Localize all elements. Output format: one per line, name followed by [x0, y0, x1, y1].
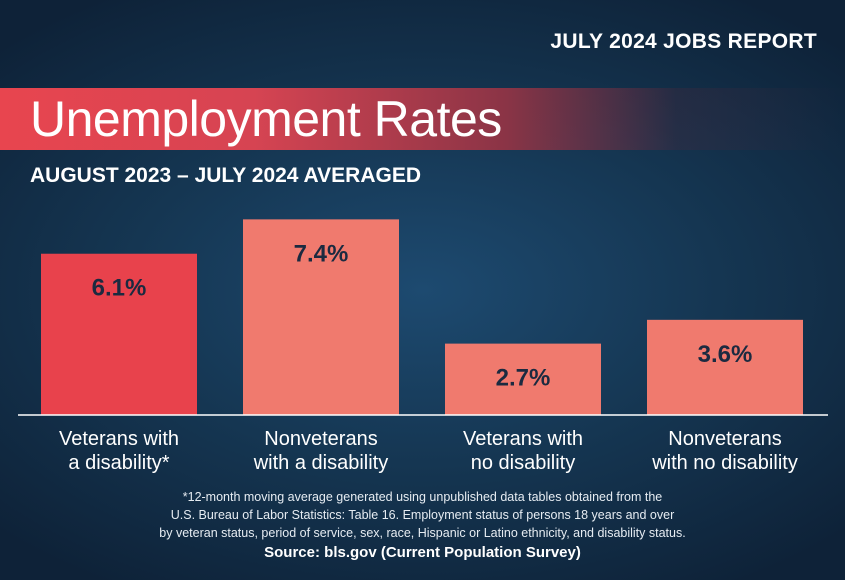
- bar: [41, 253, 197, 415]
- category-label: Veterans with: [463, 428, 583, 450]
- chart-title: Unemployment Rates: [30, 91, 502, 147]
- report-label: JULY 2024 JOBS REPORT: [550, 30, 817, 53]
- category-label: no disability: [471, 452, 576, 474]
- category-label: with a disability: [253, 452, 389, 474]
- bar-value-label: 7.4%: [294, 240, 349, 267]
- bar: [445, 343, 601, 415]
- footnote-line: U.S. Bureau of Labor Statistics: Table 1…: [170, 508, 675, 522]
- category-label: with no disability: [651, 452, 798, 474]
- bar: [647, 319, 803, 415]
- bar-value-label: 2.7%: [496, 365, 551, 392]
- bar: [243, 219, 399, 415]
- title-band: [0, 88, 845, 150]
- category-label: a disability*: [68, 452, 169, 474]
- category-label: Nonveterans: [668, 428, 781, 450]
- bar-value-label: 6.1%: [92, 275, 147, 302]
- category-label: Nonveterans: [264, 428, 377, 450]
- source-note: Source: bls.gov (Current Population Surv…: [264, 544, 581, 561]
- category-label: Veterans with: [59, 428, 179, 450]
- footnote-line: *12-month moving average generated using…: [182, 490, 663, 504]
- footnote: *12-month moving average generated using…: [0, 488, 845, 542]
- footnote-line: by veteran status, period of service, se…: [159, 526, 686, 540]
- chart-subtitle: AUGUST 2023 – JULY 2024 AVERAGED: [30, 164, 422, 187]
- bar-value-label: 3.6%: [698, 341, 753, 368]
